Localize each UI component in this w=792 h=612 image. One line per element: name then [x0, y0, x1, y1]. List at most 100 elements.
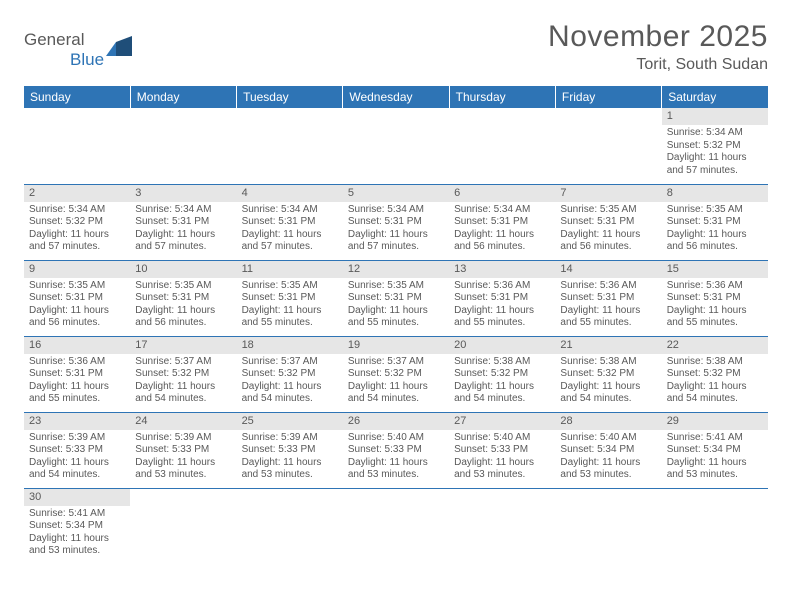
day-details: Sunrise: 5:34 AMSunset: 5:31 PMDaylight:… — [237, 202, 343, 258]
calendar-cell: 28Sunrise: 5:40 AMSunset: 5:34 PMDayligh… — [555, 412, 661, 488]
sunrise: Sunrise: 5:35 AM — [348, 280, 444, 293]
calendar-cell: 20Sunrise: 5:38 AMSunset: 5:32 PMDayligh… — [449, 336, 555, 412]
day-details: Sunrise: 5:36 AMSunset: 5:31 PMDaylight:… — [662, 278, 768, 334]
sunrise: Sunrise: 5:41 AM — [667, 432, 763, 445]
location: Torit, South Sudan — [548, 56, 768, 74]
daylight: Daylight: 11 hours and 53 minutes. — [454, 457, 550, 482]
daylight: Daylight: 11 hours and 53 minutes. — [560, 457, 656, 482]
calendar-row: 23Sunrise: 5:39 AMSunset: 5:33 PMDayligh… — [24, 412, 768, 488]
day-number — [449, 108, 555, 112]
day-details: Sunrise: 5:35 AMSunset: 5:31 PMDaylight:… — [662, 202, 768, 258]
calendar-cell: 14Sunrise: 5:36 AMSunset: 5:31 PMDayligh… — [555, 260, 661, 336]
sunrise: Sunrise: 5:34 AM — [348, 204, 444, 217]
day-details: Sunrise: 5:38 AMSunset: 5:32 PMDaylight:… — [449, 354, 555, 410]
calendar-cell: 2Sunrise: 5:34 AMSunset: 5:32 PMDaylight… — [24, 184, 130, 260]
day-header: Sunday — [24, 86, 130, 108]
day-number: 8 — [662, 185, 768, 202]
sunset: Sunset: 5:32 PM — [667, 140, 763, 153]
calendar-row: 2Sunrise: 5:34 AMSunset: 5:32 PMDaylight… — [24, 184, 768, 260]
daylight: Daylight: 11 hours and 54 minutes. — [29, 457, 125, 482]
day-number: 28 — [555, 413, 661, 430]
sunset: Sunset: 5:34 PM — [29, 520, 125, 533]
sunset: Sunset: 5:31 PM — [454, 216, 550, 229]
day-number: 20 — [449, 337, 555, 354]
sunrise: Sunrise: 5:39 AM — [242, 432, 338, 445]
day-number: 30 — [24, 489, 130, 506]
day-details: Sunrise: 5:36 AMSunset: 5:31 PMDaylight:… — [555, 278, 661, 334]
brand-logo: General Blue — [24, 20, 134, 70]
calendar-head: SundayMondayTuesdayWednesdayThursdayFrid… — [24, 86, 768, 108]
calendar-cell: 1Sunrise: 5:34 AMSunset: 5:32 PMDaylight… — [662, 108, 768, 184]
sunset: Sunset: 5:32 PM — [667, 368, 763, 381]
month-title: November 2025 — [548, 20, 768, 54]
day-number: 5 — [343, 185, 449, 202]
daylight: Daylight: 11 hours and 53 minutes. — [242, 457, 338, 482]
brand-part1: General — [24, 30, 84, 49]
sunset: Sunset: 5:33 PM — [348, 444, 444, 457]
daylight: Daylight: 11 hours and 57 minutes. — [135, 229, 231, 254]
daylight: Daylight: 11 hours and 54 minutes. — [560, 381, 656, 406]
sunrise: Sunrise: 5:38 AM — [454, 356, 550, 369]
sunrise: Sunrise: 5:40 AM — [560, 432, 656, 445]
daylight: Daylight: 11 hours and 54 minutes. — [242, 381, 338, 406]
sunrise: Sunrise: 5:38 AM — [560, 356, 656, 369]
calendar-cell — [237, 108, 343, 184]
calendar-cell: 27Sunrise: 5:40 AMSunset: 5:33 PMDayligh… — [449, 412, 555, 488]
daylight: Daylight: 11 hours and 55 minutes. — [454, 305, 550, 330]
daylight: Daylight: 11 hours and 56 minutes. — [454, 229, 550, 254]
day-number — [662, 489, 768, 493]
sunset: Sunset: 5:31 PM — [348, 292, 444, 305]
calendar-cell — [130, 108, 236, 184]
sunrise: Sunrise: 5:40 AM — [454, 432, 550, 445]
day-details: Sunrise: 5:34 AMSunset: 5:31 PMDaylight:… — [449, 202, 555, 258]
sunset: Sunset: 5:32 PM — [560, 368, 656, 381]
day-details: Sunrise: 5:39 AMSunset: 5:33 PMDaylight:… — [237, 430, 343, 486]
sunrise: Sunrise: 5:34 AM — [135, 204, 231, 217]
sunrise: Sunrise: 5:34 AM — [667, 127, 763, 140]
day-number: 11 — [237, 261, 343, 278]
daylight: Daylight: 11 hours and 55 minutes. — [29, 381, 125, 406]
calendar-cell — [449, 488, 555, 564]
day-number — [237, 489, 343, 493]
calendar-cell: 6Sunrise: 5:34 AMSunset: 5:31 PMDaylight… — [449, 184, 555, 260]
day-number: 24 — [130, 413, 236, 430]
daylight: Daylight: 11 hours and 57 minutes. — [29, 229, 125, 254]
day-details: Sunrise: 5:35 AMSunset: 5:31 PMDaylight:… — [237, 278, 343, 334]
sunset: Sunset: 5:31 PM — [135, 292, 231, 305]
sunset: Sunset: 5:32 PM — [348, 368, 444, 381]
daylight: Daylight: 11 hours and 54 minutes. — [454, 381, 550, 406]
sunrise: Sunrise: 5:40 AM — [348, 432, 444, 445]
day-details: Sunrise: 5:38 AMSunset: 5:32 PMDaylight:… — [555, 354, 661, 410]
day-number: 14 — [555, 261, 661, 278]
calendar-cell — [555, 488, 661, 564]
sunset: Sunset: 5:34 PM — [667, 444, 763, 457]
daylight: Daylight: 11 hours and 54 minutes. — [667, 381, 763, 406]
calendar-cell — [555, 108, 661, 184]
day-details: Sunrise: 5:36 AMSunset: 5:31 PMDaylight:… — [24, 354, 130, 410]
calendar-cell: 24Sunrise: 5:39 AMSunset: 5:33 PMDayligh… — [130, 412, 236, 488]
calendar-cell: 5Sunrise: 5:34 AMSunset: 5:31 PMDaylight… — [343, 184, 449, 260]
daylight: Daylight: 11 hours and 53 minutes. — [29, 533, 125, 558]
daylight: Daylight: 11 hours and 55 minutes. — [348, 305, 444, 330]
day-number — [449, 489, 555, 493]
sunrise: Sunrise: 5:34 AM — [454, 204, 550, 217]
day-header: Thursday — [449, 86, 555, 108]
daylight: Daylight: 11 hours and 54 minutes. — [135, 381, 231, 406]
calendar-cell — [662, 488, 768, 564]
calendar-cell: 17Sunrise: 5:37 AMSunset: 5:32 PMDayligh… — [130, 336, 236, 412]
calendar-cell: 21Sunrise: 5:38 AMSunset: 5:32 PMDayligh… — [555, 336, 661, 412]
sunset: Sunset: 5:31 PM — [560, 292, 656, 305]
sunrise: Sunrise: 5:36 AM — [454, 280, 550, 293]
sunset: Sunset: 5:31 PM — [135, 216, 231, 229]
calendar-table: SundayMondayTuesdayWednesdayThursdayFrid… — [24, 86, 768, 564]
daylight: Daylight: 11 hours and 53 minutes. — [135, 457, 231, 482]
day-details: Sunrise: 5:37 AMSunset: 5:32 PMDaylight:… — [343, 354, 449, 410]
sunrise: Sunrise: 5:37 AM — [242, 356, 338, 369]
day-details: Sunrise: 5:35 AMSunset: 5:31 PMDaylight:… — [130, 278, 236, 334]
day-details: Sunrise: 5:34 AMSunset: 5:32 PMDaylight:… — [24, 202, 130, 258]
sunrise: Sunrise: 5:37 AM — [348, 356, 444, 369]
daylight: Daylight: 11 hours and 57 minutes. — [667, 152, 763, 177]
calendar-cell — [237, 488, 343, 564]
daylight: Daylight: 11 hours and 56 minutes. — [560, 229, 656, 254]
day-number — [130, 489, 236, 493]
